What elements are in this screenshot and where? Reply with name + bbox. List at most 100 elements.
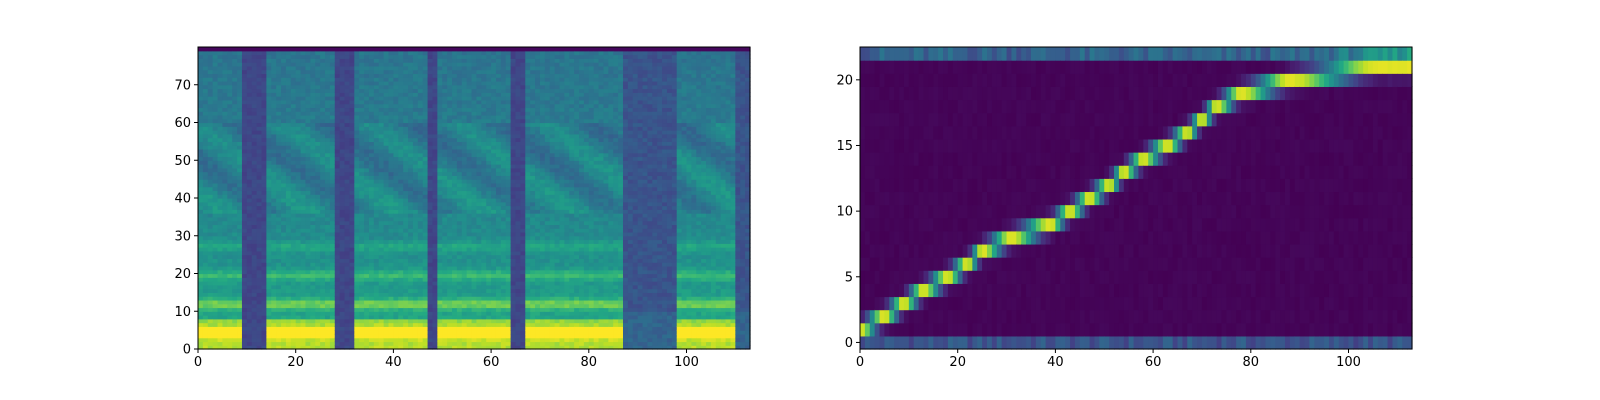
heatmap-cell: [461, 198, 468, 203]
heatmap-cell: [329, 333, 336, 339]
heatmap-cell: [427, 122, 434, 127]
heatmap-cell: [334, 58, 341, 63]
heatmap-cell: [276, 111, 282, 116]
heatmap-cell: [276, 167, 282, 173]
heatmap-cell: [222, 111, 228, 116]
heatmap-cell: [456, 194, 463, 199]
heatmap-cell: [251, 148, 258, 154]
heatmap-cell: [202, 333, 209, 339]
heatmap-cell: [276, 80, 282, 86]
heatmap-cell: [212, 228, 219, 233]
heatmap-cell: [217, 250, 224, 256]
heatmap-cell: [491, 330, 497, 335]
heatmap-cell: [266, 130, 272, 135]
heatmap-cell: [359, 77, 365, 82]
heatmap-cell: [403, 73, 409, 78]
heatmap-cell: [310, 341, 316, 346]
heatmap-cell: [334, 179, 341, 184]
heatmap-cell: [349, 239, 355, 244]
heatmap-cell: [261, 137, 267, 142]
heatmap-cell: [354, 258, 360, 263]
heatmap-cell: [442, 152, 448, 158]
heatmap-cell: [325, 167, 331, 173]
heatmap-cell: [447, 239, 453, 244]
heatmap-cell: [295, 292, 302, 297]
heatmap-cell: [461, 303, 468, 309]
heatmap-cell: [432, 65, 438, 71]
heatmap-cell: [432, 77, 438, 82]
heatmap-cell: [266, 322, 272, 327]
heatmap-cell: [305, 175, 311, 180]
heatmap-cell: [422, 292, 429, 297]
heatmap-cell: [466, 171, 473, 176]
heatmap-cell: [442, 137, 448, 142]
heatmap-cell: [368, 133, 375, 139]
heatmap-cell: [207, 133, 214, 139]
heatmap-cell: [261, 141, 267, 146]
heatmap-cell: [364, 243, 370, 248]
heatmap-cell: [325, 103, 331, 109]
heatmap-cell: [452, 273, 458, 278]
heatmap-cell: [256, 303, 263, 309]
heatmap-cell: [398, 247, 404, 252]
heatmap-cell: [290, 145, 297, 150]
heatmap-cell: [198, 269, 204, 275]
heatmap-cell: [417, 152, 424, 158]
heatmap-cell: [295, 296, 302, 301]
heatmap-cell: [476, 337, 482, 343]
heatmap-cell: [320, 205, 326, 210]
heatmap-cell: [417, 281, 424, 286]
heatmap-cell: [373, 277, 380, 282]
heatmap-cell: [207, 277, 214, 282]
heatmap-cell: [207, 145, 214, 150]
heatmap-cell: [266, 235, 272, 241]
heatmap-cell: [486, 277, 492, 282]
heatmap-cell: [310, 122, 316, 127]
heatmap-cell: [354, 330, 360, 335]
heatmap-cell: [373, 220, 380, 226]
heatmap-cell: [447, 262, 453, 267]
heatmap-cell: [452, 341, 458, 346]
heatmap-cell: [237, 186, 243, 192]
heatmap-cell: [456, 250, 463, 256]
heatmap-cell: [349, 171, 355, 176]
heatmap-cell: [320, 269, 326, 275]
heatmap-cell: [266, 205, 272, 210]
heatmap-cell: [412, 160, 419, 165]
heatmap-cell: [281, 198, 287, 203]
heatmap-cell: [207, 111, 214, 116]
heatmap-cell: [227, 182, 233, 188]
heatmap-cell: [437, 345, 443, 350]
heatmap-cell: [325, 213, 331, 218]
heatmap-cell: [300, 284, 307, 290]
heatmap-cell: [281, 65, 287, 71]
heatmap-cell: [207, 194, 214, 199]
heatmap-cell: [364, 205, 370, 210]
heatmap-cell: [442, 307, 448, 312]
heatmap-cell: [320, 167, 326, 173]
heatmap-cell: [266, 326, 272, 331]
heatmap-cell: [403, 118, 409, 124]
heatmap-cell: [266, 137, 272, 142]
heatmap-cell: [364, 148, 370, 154]
heatmap-cell: [290, 258, 297, 263]
heatmap-cell: [364, 299, 370, 305]
heatmap-cell: [349, 277, 355, 282]
heatmap-cell: [251, 122, 258, 127]
heatmap-cell: [315, 103, 321, 109]
heatmap-cell: [491, 194, 497, 199]
heatmap-cell: [437, 80, 443, 86]
heatmap-cell: [466, 130, 473, 135]
heatmap-cell: [295, 62, 302, 67]
heatmap-cell: [251, 258, 258, 263]
heatmap-cell: [237, 160, 243, 165]
heatmap-cell: [315, 299, 321, 305]
heatmap-cell: [300, 243, 307, 248]
heatmap-cell: [329, 311, 336, 316]
heatmap-cell: [256, 299, 263, 305]
heatmap-cell: [432, 292, 438, 297]
heatmap-cell: [290, 333, 297, 339]
heatmap-cell: [378, 130, 385, 135]
heatmap-cell: [217, 205, 224, 210]
heatmap-cell: [227, 198, 233, 203]
